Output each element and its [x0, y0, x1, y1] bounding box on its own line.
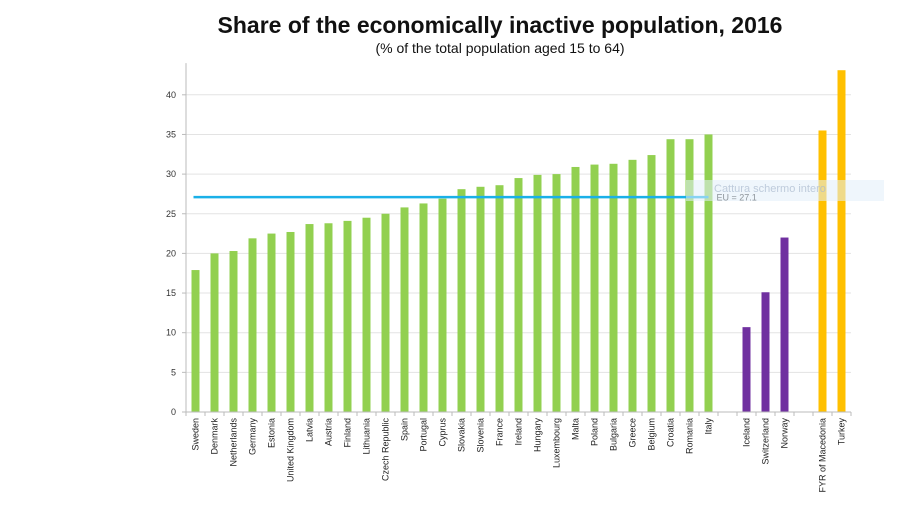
- bar: [324, 223, 333, 412]
- x-tick-label: Greece: [628, 418, 638, 448]
- x-tick-label: Cyprus: [438, 418, 448, 447]
- x-tick-label: Turkey: [837, 418, 847, 446]
- bar: [476, 186, 485, 412]
- bar: [400, 207, 409, 412]
- x-tick-label: Poland: [590, 418, 600, 446]
- x-tick-label: Norway: [780, 418, 790, 449]
- bars: [191, 70, 846, 413]
- x-tick-label: Denmark: [210, 418, 220, 455]
- x-tick-label: France: [495, 418, 505, 446]
- bar: [552, 174, 561, 412]
- bar: [780, 237, 789, 412]
- bar: [818, 130, 827, 413]
- x-tick-label: Ireland: [514, 418, 524, 446]
- y-tick-label: 20: [166, 248, 176, 258]
- x-tick-label: United Kingdom: [286, 418, 296, 482]
- x-tick-label: Portugal: [419, 418, 429, 452]
- bar: [343, 220, 352, 412]
- y-tick-label: 5: [171, 367, 176, 377]
- bar: [229, 251, 238, 412]
- bar: [514, 178, 523, 412]
- x-tick-label: Czech Republic: [381, 418, 391, 482]
- x-tick-label: Netherlands: [229, 418, 239, 467]
- bar: [267, 233, 276, 412]
- bar: [647, 155, 656, 412]
- x-tick-label: Malta: [571, 418, 581, 440]
- x-tick-label: Slovenia: [476, 418, 486, 453]
- x-tick-label: FYR of Macedonia: [818, 418, 828, 493]
- bar: [761, 292, 770, 412]
- y-tick-label: 35: [166, 129, 176, 139]
- x-tick-label: Switzerland: [761, 418, 771, 465]
- x-tick-label: Sweden: [191, 418, 201, 451]
- chart-subtitle: (% of the total population aged 15 to 64…: [375, 40, 625, 56]
- x-tick-label: Croatia: [666, 418, 676, 447]
- x-tick-label: Iceland: [742, 418, 752, 447]
- x-tick-label: Bulgaria: [609, 418, 619, 451]
- y-tick-label: 0: [171, 407, 176, 417]
- bar: [305, 224, 314, 412]
- bar: [666, 139, 675, 412]
- x-tick-label: Spain: [400, 418, 410, 441]
- bar: [571, 166, 580, 412]
- screen-capture-tooltip: Cattura schermo intero: [686, 180, 884, 201]
- x-tick-label: Austria: [324, 418, 334, 446]
- bar: [609, 163, 618, 412]
- bar: [438, 198, 447, 412]
- bar: [381, 213, 390, 412]
- bar: [457, 189, 466, 412]
- x-tick-label: Luxembourg: [552, 418, 562, 468]
- x-tick-label: Belgium: [647, 418, 657, 451]
- x-tick-label: Hungary: [533, 418, 543, 453]
- bar: [495, 185, 504, 412]
- y-tick-label: 15: [166, 288, 176, 298]
- bar: [704, 134, 713, 412]
- x-tick-label: Estonia: [267, 418, 277, 448]
- x-tick-label: Finland: [343, 418, 353, 448]
- x-tick-label: Germany: [248, 418, 258, 456]
- bar: [191, 270, 200, 412]
- screen-capture-tooltip-text: Cattura schermo intero: [714, 183, 826, 195]
- bar: [742, 327, 751, 412]
- bar: [590, 164, 599, 412]
- x-tick-label: Lithuania: [362, 418, 372, 455]
- x-tick-label: Slovakia: [457, 418, 467, 452]
- bar: [248, 238, 257, 412]
- bar: [419, 203, 428, 412]
- bar: [362, 217, 371, 412]
- y-tick-label: 30: [166, 169, 176, 179]
- bar: [628, 159, 637, 412]
- x-tick-label: Romania: [685, 418, 695, 454]
- bar: [210, 253, 219, 412]
- chart-title: Share of the economically inactive popul…: [217, 12, 783, 38]
- x-tick-label: Latvia: [305, 418, 315, 442]
- x-axis: Sweden Denmark Netherlands Germany Estonia Un…: [185, 411, 852, 493]
- y-axis: 0 5 10 15 20 25 30 35 40: [166, 63, 187, 417]
- bar: [533, 174, 542, 412]
- y-tick-label: 25: [166, 209, 176, 219]
- bar: [685, 139, 694, 412]
- y-tick-label: 40: [166, 90, 176, 100]
- bar: [286, 231, 295, 412]
- x-tick-label: Italy: [704, 418, 714, 435]
- bar: [837, 70, 846, 412]
- y-tick-label: 10: [166, 328, 176, 338]
